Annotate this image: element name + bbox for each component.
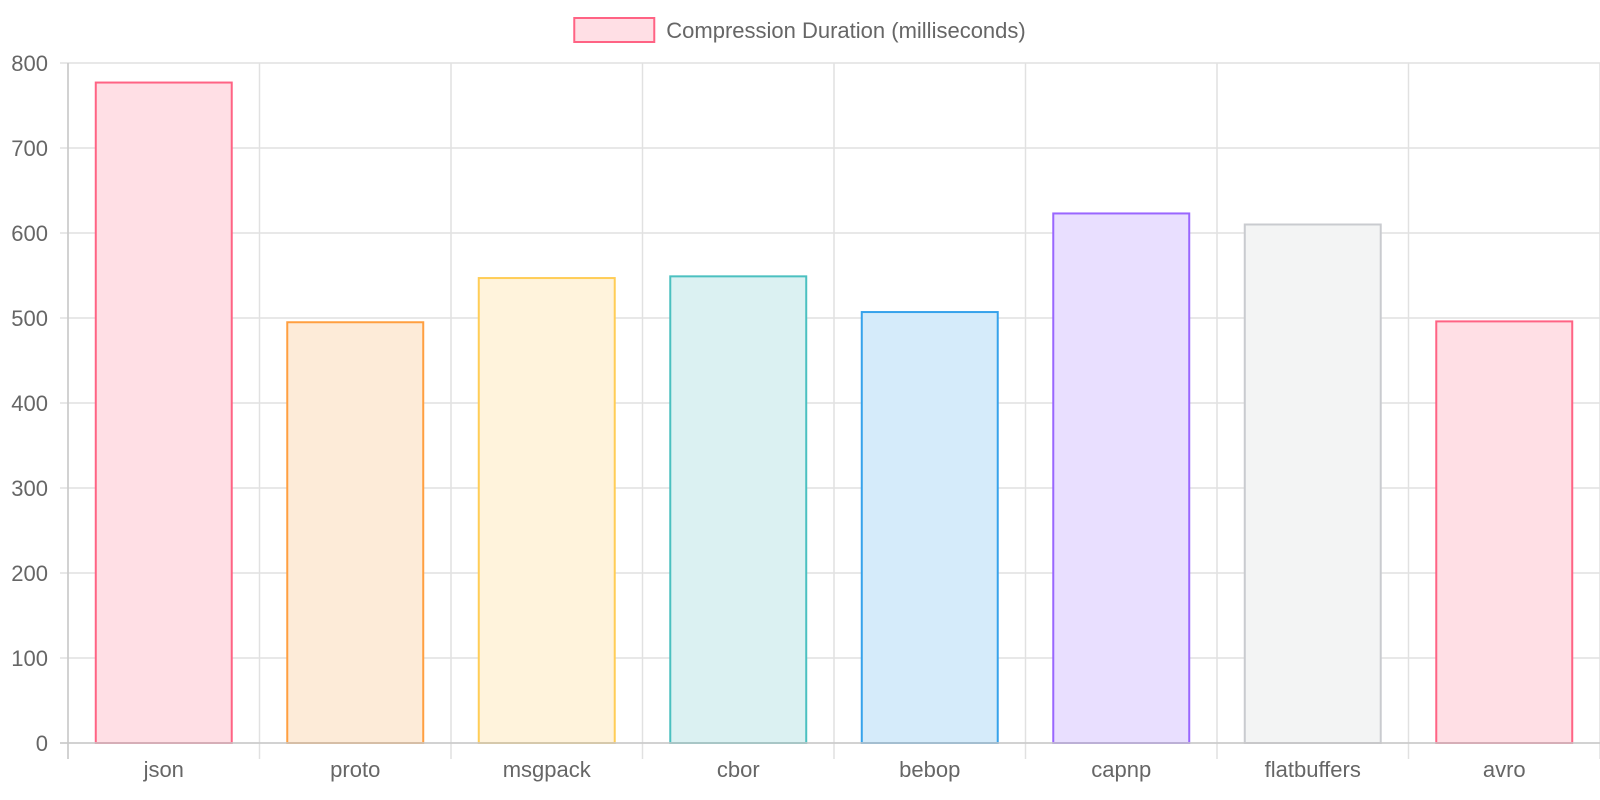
bar-msgpack[interactable]: [477, 277, 616, 744]
y-tick-label: 600: [11, 221, 48, 246]
x-tick-label: avro: [1483, 757, 1526, 782]
bar-avro[interactable]: [1435, 320, 1574, 744]
y-tick-label: 400: [11, 391, 48, 416]
x-tick-label: json: [143, 757, 184, 782]
x-tick-label: proto: [330, 757, 380, 782]
x-tick-label: cbor: [717, 757, 760, 782]
bar-flatbuffers[interactable]: [1243, 223, 1382, 744]
bars: [94, 81, 1574, 745]
legend-swatch[interactable]: [573, 17, 656, 43]
y-tick-label: 300: [11, 476, 48, 501]
x-tick-label: flatbuffers: [1265, 757, 1361, 782]
y-tick-label: 100: [11, 646, 48, 671]
y-tick-label: 800: [11, 51, 48, 76]
x-tick-label: capnp: [1091, 757, 1151, 782]
x-tick-label: msgpack: [503, 757, 592, 782]
bar-json[interactable]: [94, 81, 233, 745]
y-tick-label: 700: [11, 136, 48, 161]
bar-capnp[interactable]: [1052, 212, 1191, 744]
y-tick-label: 0: [36, 731, 48, 756]
y-tick-label: 200: [11, 561, 48, 586]
bar-cbor[interactable]: [669, 275, 808, 744]
legend[interactable]: Compression Duration (milliseconds): [573, 17, 1026, 43]
legend-label[interactable]: Compression Duration (milliseconds): [666, 18, 1025, 43]
bar-bebop[interactable]: [860, 311, 999, 744]
y-tick-label: 500: [11, 306, 48, 331]
axes: 0 100 200 300 400 500 600 700 800 json proto msgpac…: [11, 51, 1600, 782]
bar-proto[interactable]: [286, 321, 425, 744]
x-tick-label: bebop: [899, 757, 960, 782]
